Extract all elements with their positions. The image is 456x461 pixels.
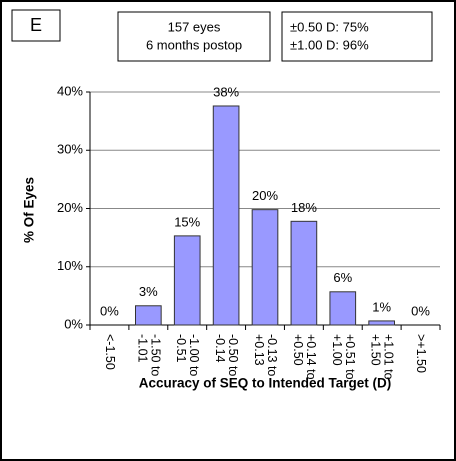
x-tick-label: -1.50 to -1.01 bbox=[135, 334, 163, 377]
bar bbox=[173, 235, 201, 326]
x-tick-label: +1.01 to +1.50 bbox=[368, 334, 396, 380]
bar bbox=[290, 220, 318, 326]
data-label: 18% bbox=[291, 200, 317, 215]
data-label: 6% bbox=[333, 270, 352, 285]
x-tick-label: -1.00 to -0.51 bbox=[174, 334, 202, 377]
x-tick-label: >+1.50 bbox=[414, 334, 429, 373]
annotation: ±0.50 D: 75% bbox=[290, 19, 369, 34]
data-label: 1% bbox=[372, 299, 391, 314]
panel-box bbox=[11, 9, 61, 42]
data-label: 38% bbox=[213, 84, 239, 99]
annotation: 6 months postop bbox=[146, 37, 242, 52]
x-tick-label: +0.51 to +1.00 bbox=[329, 334, 357, 380]
x-axis-label: Accuracy of SEQ to Intended Target (D) bbox=[139, 376, 392, 391]
annotation: 157 eyes bbox=[168, 19, 221, 34]
x-tick-label: -0.13 to +0.13 bbox=[252, 334, 279, 377]
bar bbox=[135, 305, 162, 326]
data-label: 3% bbox=[139, 284, 158, 299]
bar bbox=[251, 209, 279, 326]
y-tick-label: 20% bbox=[57, 200, 83, 215]
y-tick-label: 40% bbox=[57, 83, 83, 98]
data-label: 20% bbox=[252, 188, 278, 203]
data-label: 15% bbox=[174, 214, 200, 229]
bar bbox=[212, 105, 240, 326]
annotation-box bbox=[281, 11, 433, 62]
bar bbox=[329, 291, 357, 326]
x-tick-label: <-1.50 bbox=[102, 334, 117, 370]
data-label: 0% bbox=[100, 303, 119, 318]
y-tick-label: 30% bbox=[57, 142, 83, 157]
x-tick-label: +0.14 to +0.50 bbox=[290, 334, 318, 380]
bar bbox=[368, 320, 396, 326]
annotation: ±1.00 D: 96% bbox=[290, 37, 369, 52]
annotation-box bbox=[117, 11, 271, 62]
panel-label: E bbox=[30, 15, 42, 35]
data-label: 0% bbox=[411, 303, 430, 318]
y-axis-label: % Of Eyes bbox=[22, 177, 37, 243]
y-tick-label: 0% bbox=[64, 316, 83, 331]
x-tick-label: -0.50 to -0.14 bbox=[213, 334, 241, 377]
y-tick-label: 10% bbox=[57, 258, 83, 273]
